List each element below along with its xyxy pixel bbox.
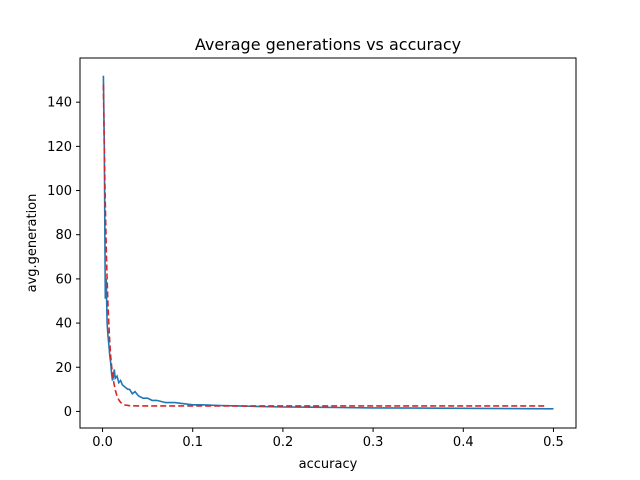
x-tick-label: 0.5 xyxy=(543,435,564,450)
x-tick-label: 0.0 xyxy=(92,435,113,450)
y-axis-label: avg.generation xyxy=(25,194,40,293)
x-tick-label: 0.1 xyxy=(182,435,203,450)
plot-frame xyxy=(79,57,577,429)
chart-title: Average generations vs accuracy xyxy=(195,35,461,54)
x-tick-label: 0.3 xyxy=(363,435,384,450)
y-tick-label: 140 xyxy=(47,96,72,111)
x-axis-label: accuracy xyxy=(299,457,358,472)
y-tick-label: 100 xyxy=(47,184,72,199)
series-line-0 xyxy=(102,75,554,410)
y-tick-label: 80 xyxy=(55,228,72,243)
y-tick-label: 120 xyxy=(47,140,72,155)
x-tick-label: 0.4 xyxy=(453,435,474,450)
x-tick-label: 0.2 xyxy=(273,435,294,450)
series-line-1 xyxy=(102,84,545,407)
y-tick-label: 0 xyxy=(64,405,72,420)
y-tick-label: 60 xyxy=(55,272,72,287)
y-tick-label: 40 xyxy=(55,317,72,332)
y-tick-label: 20 xyxy=(55,361,72,376)
